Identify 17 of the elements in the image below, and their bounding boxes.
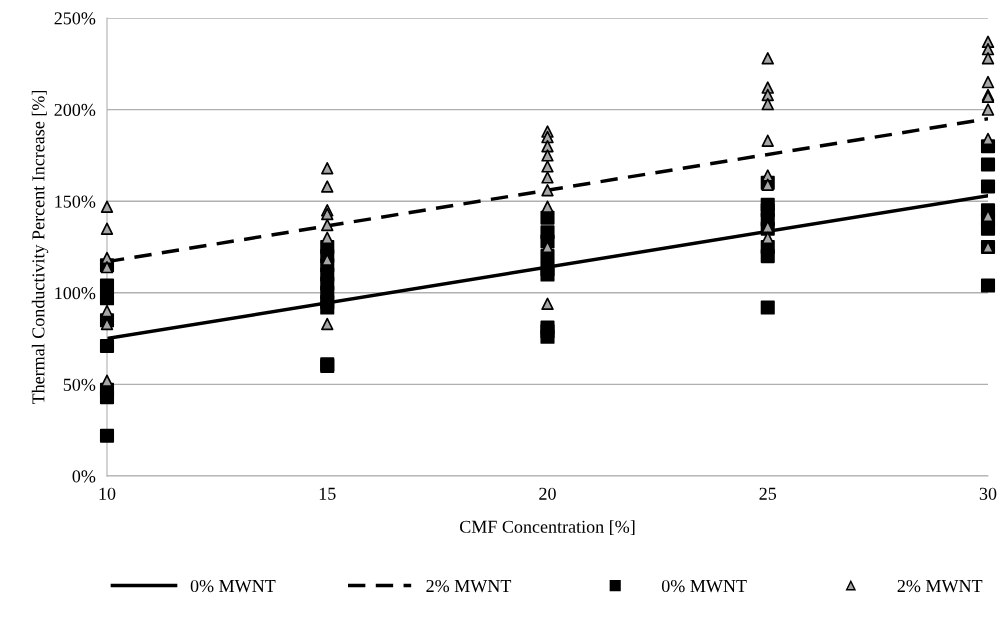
x-axis-title: CMF Concentration [%] bbox=[459, 520, 635, 536]
y-tick-label: 100% bbox=[55, 287, 96, 300]
x-tick-label: 15 bbox=[319, 487, 336, 500]
y-axis-title: Thermal Conductivity Percent Increase [%] bbox=[31, 90, 49, 405]
x-tick-label: 10 bbox=[99, 487, 116, 500]
x-tick-label: 20 bbox=[539, 487, 556, 500]
x-tick-label: 30 bbox=[979, 487, 997, 500]
y-tick-label: 50% bbox=[63, 378, 96, 391]
y-tick-label: 200% bbox=[54, 103, 96, 117]
legend-label: 0% MWNT bbox=[190, 579, 276, 593]
y-tick-label: 0% bbox=[72, 470, 96, 483]
y-tick-label: 250% bbox=[54, 12, 96, 25]
legend-label: 2% MWNT bbox=[426, 579, 512, 593]
legend-label: 0% MWNT bbox=[661, 579, 747, 593]
y-tick-label: 150% bbox=[55, 195, 96, 208]
x-tick-label: 25 bbox=[759, 487, 777, 500]
legend-label: 2% MWNT bbox=[897, 579, 983, 593]
